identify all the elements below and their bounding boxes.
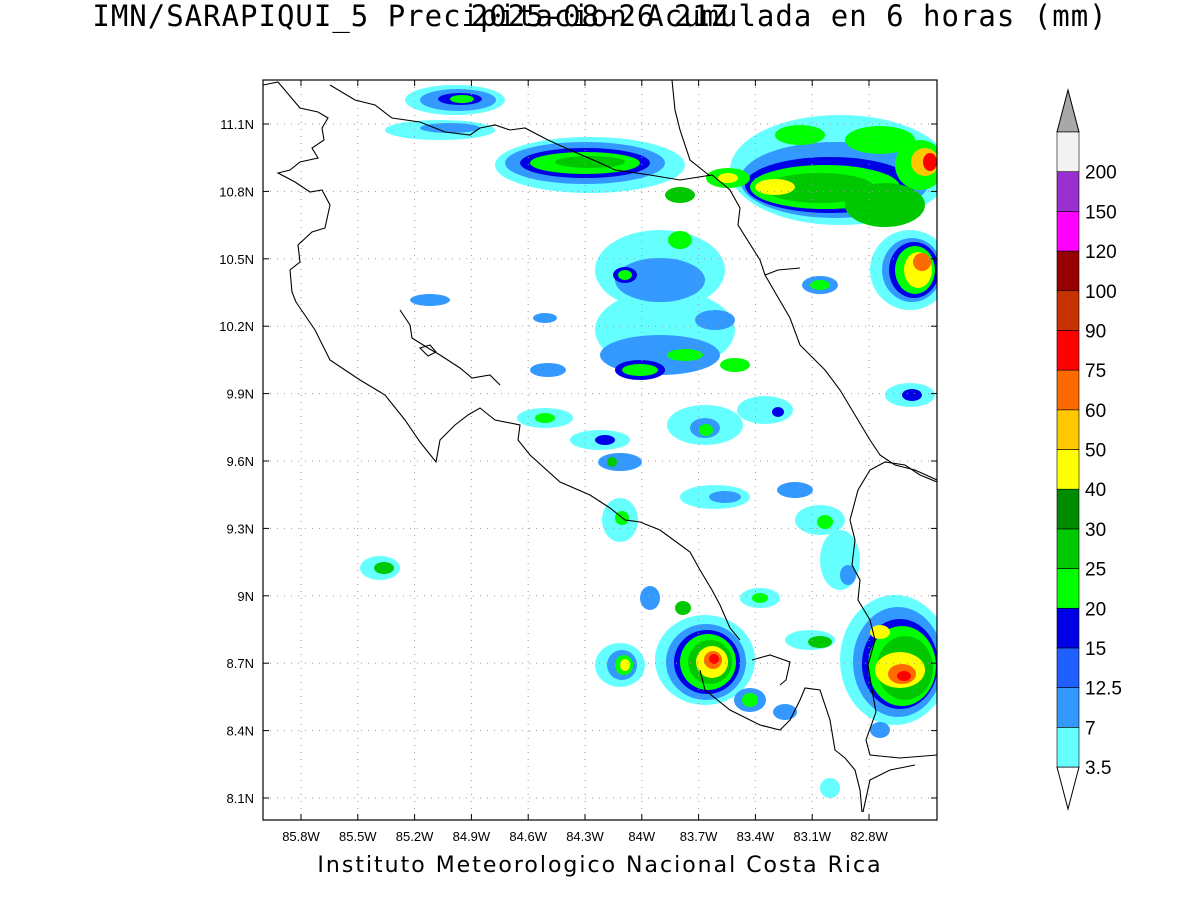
precipitation-field (360, 85, 937, 798)
colorbar-level-label: 120 (1085, 242, 1117, 263)
colorbar-segment (1056, 727, 1080, 768)
colorbar-segment (1056, 330, 1080, 371)
map-title: IMN/SARAPIQUI_5 Precipitacion Acumulada … (92, 0, 1108, 33)
precip-cell-north-band (495, 137, 685, 193)
lat-tick-label: 8.4N (227, 724, 254, 739)
precip-cell-east-coast (870, 230, 937, 407)
coastline-borders (263, 80, 937, 813)
coastline-nicoya-west (295, 301, 741, 641)
colorbar-level-label: 60 (1085, 401, 1106, 422)
colorbar-segment (1056, 607, 1080, 649)
lon-tick-label: 85.8W (282, 829, 320, 844)
lon-tick-label: 84.6W (509, 829, 547, 844)
colorbar-segment (1056, 211, 1080, 252)
latitude-axis: 11.1N 10.8N 10.5N 10.2N 9.9N 9.6N 9.3N 9N 8.7N 8.… (219, 117, 937, 806)
colorbar-level-label: 7 (1085, 718, 1096, 739)
colorbar-upper-arrow (1056, 88, 1080, 133)
lon-tick-label: 85.5W (339, 829, 377, 844)
island-chira (418, 344, 437, 357)
lat-tick-label: 9.9N (227, 387, 254, 402)
colorbar-level-label: 25 (1085, 560, 1106, 581)
lat-tick-label: 8.7N (227, 656, 254, 671)
colorbar-level-label: 30 (1085, 520, 1106, 541)
precipitation-colorbar: 3.5 7 12.5 15 20 25 30 40 50 60 75 90 100 120 150 200 (1056, 88, 1122, 811)
precip-cell-south (595, 530, 860, 720)
lon-tick-label: 83.4W (737, 829, 775, 844)
peninsula-golfito (751, 654, 791, 686)
lon-tick-label: 83.7W (680, 829, 718, 844)
precip-cell-pacific-streaks (360, 363, 845, 580)
lon-tick-label: 83.1W (793, 829, 831, 844)
precip-cell-central (410, 187, 838, 380)
colorbar-level-label: 50 (1085, 441, 1106, 462)
precip-cell-northeast (706, 115, 937, 227)
lon-tick-label: 85.2W (396, 829, 434, 844)
map-subtitle-datetime: 2025-08-26 21Z (470, 0, 730, 33)
colorbar-segment (1056, 449, 1080, 490)
lat-tick-label: 9N (237, 589, 254, 604)
lon-tick-label: 84W (628, 829, 655, 844)
coastline-osa (699, 669, 863, 813)
lat-tick-label: 9.3N (227, 521, 254, 536)
lat-tick-label: 10.5N (219, 252, 254, 267)
colorbar-lower-arrow (1056, 766, 1080, 811)
coastline-caribbean-east (764, 274, 937, 481)
colorbar-segment (1056, 488, 1080, 530)
graticule-grid (263, 80, 937, 820)
coastline-caribbean-north (263, 81, 331, 303)
colorbar-level-label: 40 (1085, 480, 1106, 501)
longitude-axis: 85.8W 85.5W 85.2W 84.9W 84.6W 84.3W 84W 83.7W 83… (282, 80, 889, 844)
border-nicaragua (329, 84, 801, 276)
colorbar-level-label: 12.5 (1085, 679, 1122, 700)
colorbar-level-label: 90 (1085, 321, 1106, 342)
colorbar-segment (1056, 687, 1080, 728)
lat-tick-label: 10.8N (219, 184, 254, 199)
colorbar-level-label: 150 (1085, 202, 1117, 223)
map-frame (262, 79, 938, 821)
colorbar-level-label: 75 (1085, 361, 1106, 382)
colorbar-level-label: 200 (1085, 163, 1117, 184)
colorbar-segment (1056, 409, 1080, 450)
colorbar-level-label: 15 (1085, 639, 1106, 660)
lon-tick-label: 84.9W (453, 829, 491, 844)
colorbar-segment (1056, 131, 1080, 172)
colorbar-segment (1056, 171, 1080, 212)
colorbar-segment (1056, 528, 1080, 569)
colorbar-segment (1056, 647, 1080, 688)
colorbar-level-label: 3.5 (1085, 758, 1111, 779)
colorbar-segment (1056, 290, 1080, 331)
lat-tick-label: 10.2N (219, 319, 254, 334)
coastline-gulf-nicoya (399, 309, 501, 386)
lon-tick-label: 84.3W (566, 829, 604, 844)
colorbar-segment (1056, 568, 1080, 609)
border-panama-south (862, 764, 916, 813)
lat-tick-label: 9.6N (227, 454, 254, 469)
colorbar-level-label: 20 (1085, 599, 1106, 620)
lat-tick-label: 8.1N (227, 791, 254, 806)
colorbar-segment (1056, 250, 1080, 292)
lat-tick-label: 11.1N (220, 117, 254, 132)
precip-cell-southeast (820, 595, 937, 798)
border-nicaragua-east (671, 80, 711, 177)
colorbar-level-label: 100 (1085, 282, 1117, 303)
border-panama (849, 461, 937, 759)
institution-footer: Instituto Meteorologico Nacional Costa R… (317, 853, 883, 878)
lon-tick-label: 82.8W (850, 829, 888, 844)
colorbar-segment (1056, 369, 1080, 411)
